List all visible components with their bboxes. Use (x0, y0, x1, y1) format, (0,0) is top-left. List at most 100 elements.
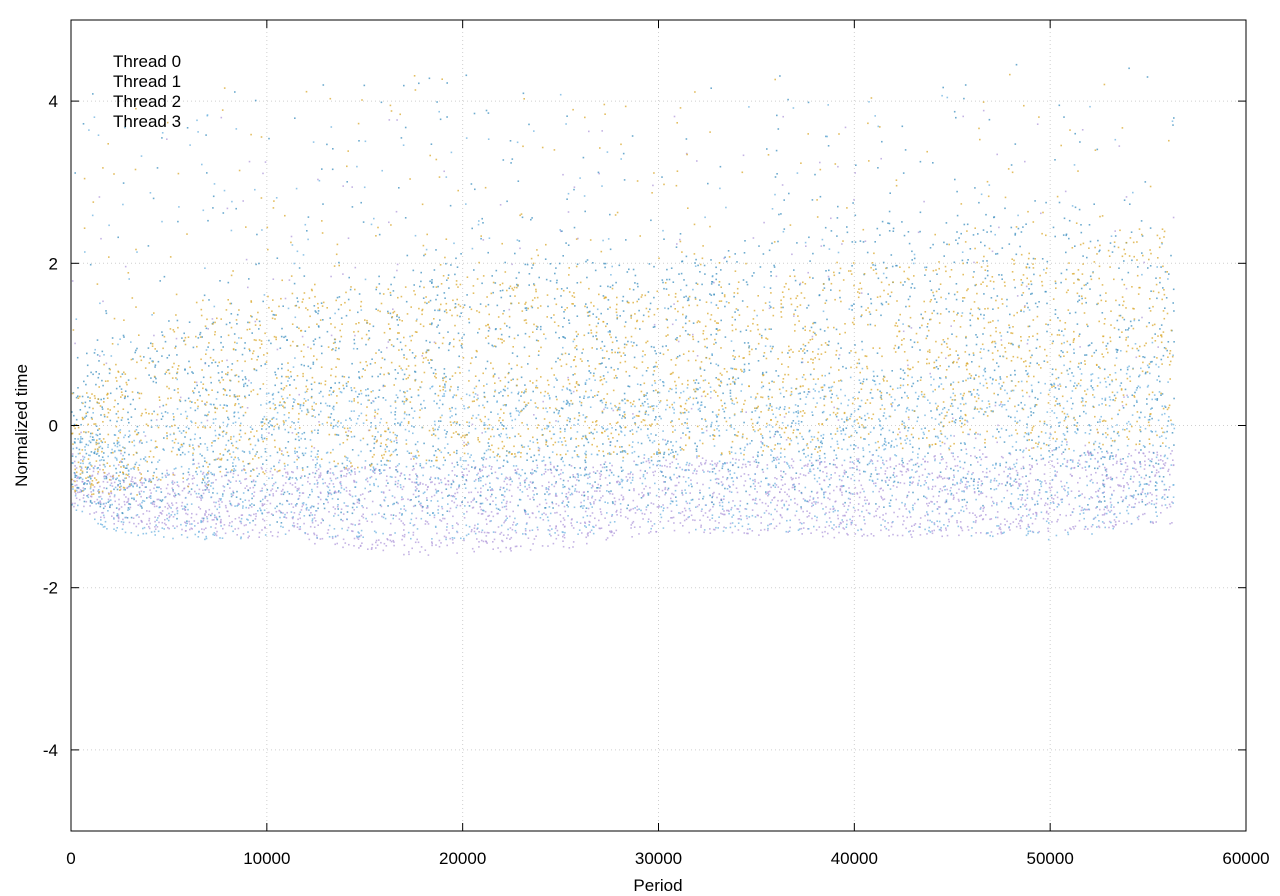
data-point (990, 518, 993, 520)
data-point (694, 468, 696, 470)
data-point (548, 529, 551, 532)
data-point (385, 479, 388, 482)
data-point (450, 483, 453, 485)
data-point (952, 483, 954, 486)
data-point (559, 427, 562, 430)
data-point (396, 338, 399, 340)
data-point (1024, 505, 1026, 507)
data-point (1112, 455, 1114, 457)
data-point (207, 473, 210, 475)
data-point (720, 269, 722, 271)
data-point (225, 394, 228, 396)
data-point (1105, 470, 1108, 473)
data-point (611, 531, 613, 533)
data-point (132, 358, 134, 360)
data-point (214, 361, 217, 364)
data-point (931, 472, 933, 475)
data-point (830, 396, 832, 399)
data-point (592, 396, 594, 398)
data-point (616, 317, 618, 320)
data-point (227, 416, 229, 419)
data-point (506, 537, 508, 540)
data-point (125, 516, 128, 519)
data-point (837, 342, 840, 345)
data-point (876, 460, 879, 462)
data-point (159, 406, 161, 408)
data-point (188, 490, 191, 493)
data-point (445, 529, 448, 531)
data-point (972, 472, 974, 474)
data-point (544, 258, 547, 260)
data-point (402, 378, 405, 381)
data-point (584, 510, 587, 513)
data-point (889, 192, 891, 194)
data-point (929, 372, 931, 375)
data-point (747, 474, 750, 476)
data-point (101, 406, 103, 408)
data-point (123, 481, 125, 483)
data-point (382, 491, 385, 493)
data-point (1025, 490, 1028, 492)
data-point (242, 378, 244, 381)
data-point (432, 286, 435, 288)
data-point (684, 322, 687, 325)
data-point (896, 486, 898, 488)
data-point (266, 511, 269, 514)
data-point (283, 336, 285, 339)
data-point (87, 493, 90, 496)
data-point (770, 275, 772, 277)
data-point (612, 409, 615, 412)
data-point (1052, 226, 1055, 229)
data-point (509, 478, 512, 480)
data-point (318, 413, 320, 416)
data-point (289, 476, 291, 479)
data-point (579, 396, 581, 398)
data-point (577, 237, 579, 240)
data-point (1078, 333, 1081, 335)
data-point (788, 495, 790, 498)
data-point (734, 253, 736, 255)
data-point (368, 330, 370, 332)
data-point (437, 285, 439, 288)
data-point (666, 278, 668, 281)
data-point (568, 420, 571, 423)
data-point (160, 418, 163, 420)
data-point (317, 502, 320, 505)
data-point (206, 419, 209, 422)
data-point (99, 503, 102, 506)
data-point (276, 470, 279, 473)
data-point (379, 445, 382, 447)
data-point (896, 264, 898, 267)
data-point (633, 460, 635, 463)
data-point (914, 523, 917, 525)
data-point (1051, 521, 1053, 523)
data-point (704, 463, 706, 465)
data-point (802, 438, 805, 440)
data-point (491, 344, 493, 347)
data-point (276, 505, 278, 508)
data-point (671, 461, 674, 464)
data-point (663, 481, 665, 483)
data-point (275, 490, 278, 492)
data-point (574, 484, 577, 486)
data-point (321, 352, 323, 355)
data-point (1086, 451, 1089, 453)
data-point (476, 394, 479, 396)
data-point (702, 497, 704, 500)
data-point (790, 476, 792, 479)
data-point (1010, 164, 1013, 166)
data-point (799, 398, 802, 400)
data-point (422, 483, 424, 485)
data-point (1158, 375, 1160, 378)
data-point (955, 492, 958, 494)
data-point (140, 520, 143, 523)
data-point (917, 482, 919, 485)
data-point (1036, 338, 1039, 341)
data-point (283, 468, 286, 470)
data-point (916, 462, 919, 465)
data-point (451, 538, 454, 541)
data-point (929, 318, 931, 321)
data-point (955, 419, 957, 421)
data-point (307, 216, 310, 218)
data-point (483, 531, 486, 534)
